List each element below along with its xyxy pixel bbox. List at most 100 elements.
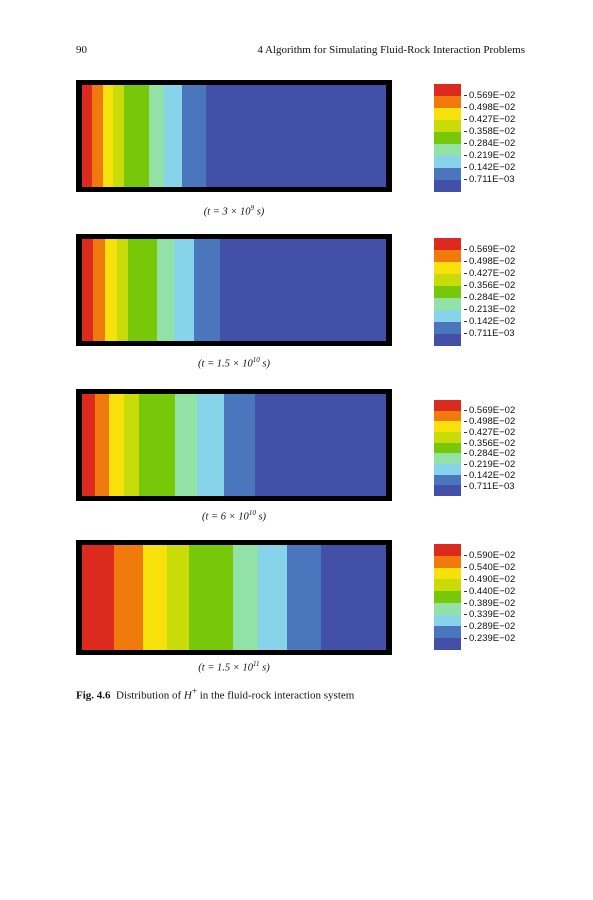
legend-label: 0.339E−02	[464, 609, 515, 621]
legend-swatch	[434, 474, 461, 486]
time-label-text: (t = 6 × 10	[201, 511, 249, 523]
legend-swatch	[434, 84, 461, 96]
band	[224, 394, 255, 496]
page-number: 90	[76, 44, 87, 56]
legend-label: 0.358E−02	[464, 126, 515, 138]
legend-label: 0.142E−02	[464, 470, 515, 482]
legend-label: 0.711E−03	[464, 174, 515, 186]
legend-swatch	[434, 410, 461, 422]
plot-bands-1	[82, 85, 386, 187]
band	[175, 394, 197, 496]
legend-label: 0.498E−02	[464, 416, 515, 428]
colorbar-legend-4: 0.590E−02 0.540E−02 0.490E−02 0.440E−02 …	[434, 544, 564, 651]
legend-label: 0.427E−02	[464, 268, 515, 280]
legend-swatch	[434, 298, 461, 310]
legend-label: 0.356E−02	[464, 438, 515, 450]
legend-label: 0.498E−02	[464, 102, 515, 114]
legend-label: 0.427E−02	[464, 427, 515, 439]
colorbar-legend-2: 0.569E−02 0.498E−02 0.427E−02 0.356E−02 …	[434, 238, 564, 346]
legend-swatch	[434, 238, 461, 250]
legend-swatch	[434, 626, 461, 639]
band	[258, 545, 287, 650]
legend-swatch	[434, 286, 461, 298]
band	[157, 239, 174, 341]
legend-label: 0.356E−02	[464, 280, 515, 292]
time-label-unit: s)	[254, 206, 265, 218]
legend-label: 0.490E−02	[464, 574, 515, 586]
legend-label: 0.569E−02	[464, 405, 515, 417]
legend-swatch	[434, 442, 461, 454]
band	[220, 239, 386, 341]
band	[109, 394, 124, 496]
legend-label: 0.239E−02	[464, 633, 515, 645]
legend-swatch	[434, 274, 461, 286]
page-header: 90 4 Algorithm for Simulating Fluid-Rock…	[76, 44, 525, 60]
band	[255, 394, 386, 496]
legend-label: 0.284E−02	[464, 292, 515, 304]
legend-swatch	[434, 453, 461, 465]
contour-plot-4	[76, 540, 392, 655]
legend-label: 0.569E−02	[464, 244, 515, 256]
legend-swatch	[434, 334, 461, 346]
time-label-3: (t = 6 × 1010 s)	[76, 509, 392, 523]
colorbar-legend-1: 0.569E−02 0.498E−02 0.427E−02 0.358E−02 …	[434, 84, 564, 192]
contour-plot-3	[76, 389, 392, 501]
band	[128, 239, 157, 341]
legend-swatch	[434, 544, 461, 556]
legend-swatch	[434, 120, 461, 132]
legend-swatch	[434, 579, 461, 592]
band	[124, 394, 139, 496]
colorbar	[434, 84, 461, 192]
band	[197, 394, 224, 496]
legend-swatch	[434, 464, 461, 475]
legend-label: 0.219E−02	[464, 459, 515, 471]
legend-label: 0.711E−03	[464, 328, 515, 340]
band	[174, 239, 194, 341]
legend-swatch	[434, 602, 461, 615]
band	[82, 239, 93, 341]
band	[194, 239, 220, 341]
legend-label: 0.498E−02	[464, 256, 515, 268]
band	[82, 545, 114, 650]
legend-swatch	[434, 96, 461, 108]
band	[92, 85, 103, 187]
colorbar	[434, 544, 461, 651]
caption-superscript: +	[191, 686, 197, 696]
band	[105, 239, 117, 341]
legend-label: 0.213E−02	[464, 304, 515, 316]
colorbar-legend-3: 0.569E−02 0.498E−02 0.427E−02 0.356E−02 …	[434, 400, 564, 497]
band	[143, 545, 167, 650]
legend-swatch	[434, 432, 461, 443]
time-label-text: (t = 1.5 × 10	[198, 662, 253, 674]
band	[103, 85, 113, 187]
legend-label: 0.219E−02	[464, 150, 515, 162]
figure-caption: Fig. 4.6 Distribution of H+ in the fluid…	[76, 686, 354, 702]
time-label-unit: s)	[255, 511, 267, 523]
band	[233, 545, 258, 650]
legend-swatch	[434, 322, 461, 334]
legend-swatch	[434, 421, 461, 433]
band	[189, 545, 233, 650]
legend-swatch	[434, 168, 461, 180]
band	[206, 85, 386, 187]
band	[93, 239, 105, 341]
legend-label: 0.284E−02	[464, 138, 515, 150]
time-label-exponent: 10	[252, 356, 260, 364]
band	[114, 545, 143, 650]
band	[182, 85, 206, 187]
band	[321, 545, 386, 650]
legend-label: 0.540E−02	[464, 562, 515, 574]
legend-swatch	[434, 108, 461, 120]
time-label-unit: s)	[259, 358, 270, 370]
legend-swatch	[434, 144, 461, 156]
legend-swatch	[434, 156, 461, 168]
legend-label: 0.590E−02	[464, 550, 515, 562]
band	[287, 545, 321, 650]
legend-label: 0.389E−02	[464, 598, 515, 610]
plot-bands-3	[82, 394, 386, 496]
plot-bands-4	[82, 545, 386, 650]
legend-label: 0.284E−02	[464, 448, 515, 460]
contour-plot-1	[76, 80, 392, 192]
time-label-unit: s)	[259, 662, 270, 674]
figure-label: Fig. 4.6	[76, 689, 111, 702]
